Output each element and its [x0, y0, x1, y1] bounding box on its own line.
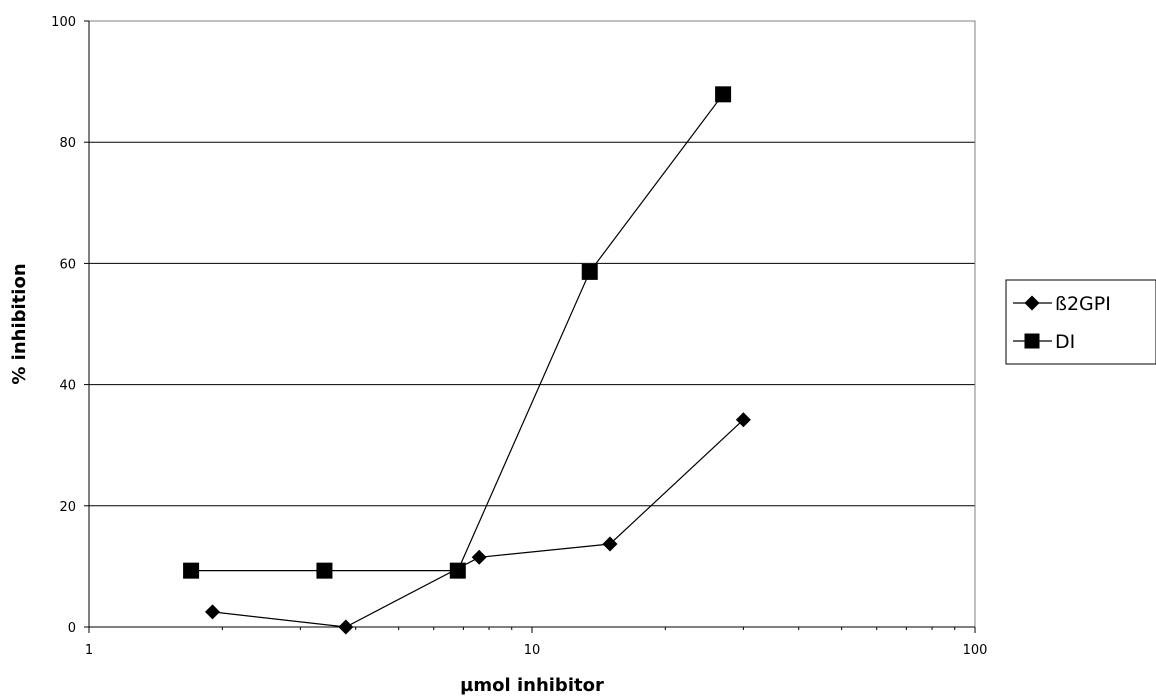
series-2: [183, 86, 732, 579]
y-tick-label: 20: [59, 500, 76, 515]
x-tick-label: 10: [524, 643, 541, 658]
legend-item-1: ß2GPI: [1013, 293, 1111, 315]
series-1: [204, 412, 751, 635]
grid-layer: [89, 141, 975, 507]
data-point: [602, 536, 618, 552]
data-point: [715, 86, 732, 103]
y-tick-label: 60: [59, 257, 76, 272]
legend-marker: [1024, 333, 1040, 349]
y-tick-label: 100: [51, 15, 76, 30]
legend-marker: [1024, 295, 1040, 311]
x-axis-title: µmol inhibitor: [460, 675, 604, 696]
y-tick-label: 40: [59, 379, 76, 394]
legend-item-2: DI: [1013, 331, 1075, 353]
legend-label: DI: [1055, 331, 1075, 353]
y-axis-title: % inhibition: [9, 263, 30, 384]
data-point: [316, 562, 333, 579]
data-point: [735, 412, 751, 428]
data-point: [183, 562, 200, 579]
data-point: [471, 549, 487, 565]
plot-area: [88, 20, 976, 628]
x-tick-label: 1: [85, 643, 93, 658]
axis-layer: [88, 21, 975, 628]
legend: ß2GPI DI: [1005, 279, 1156, 365]
legend-box: [1005, 279, 1156, 365]
data-point: [581, 263, 598, 280]
series-line: [191, 93, 724, 572]
series-layer: [183, 86, 751, 635]
data-point: [204, 604, 220, 620]
series-line: [212, 419, 744, 628]
data-point: [338, 619, 354, 635]
tick-layer: 0 20 40 60 80 100 1 10 100: [51, 15, 987, 658]
x-tick-label: 100: [963, 643, 988, 658]
legend-label: ß2GPI: [1055, 293, 1111, 315]
data-point: [449, 562, 466, 579]
y-tick-label: 80: [59, 136, 76, 151]
y-tick-label: 0: [68, 621, 76, 636]
